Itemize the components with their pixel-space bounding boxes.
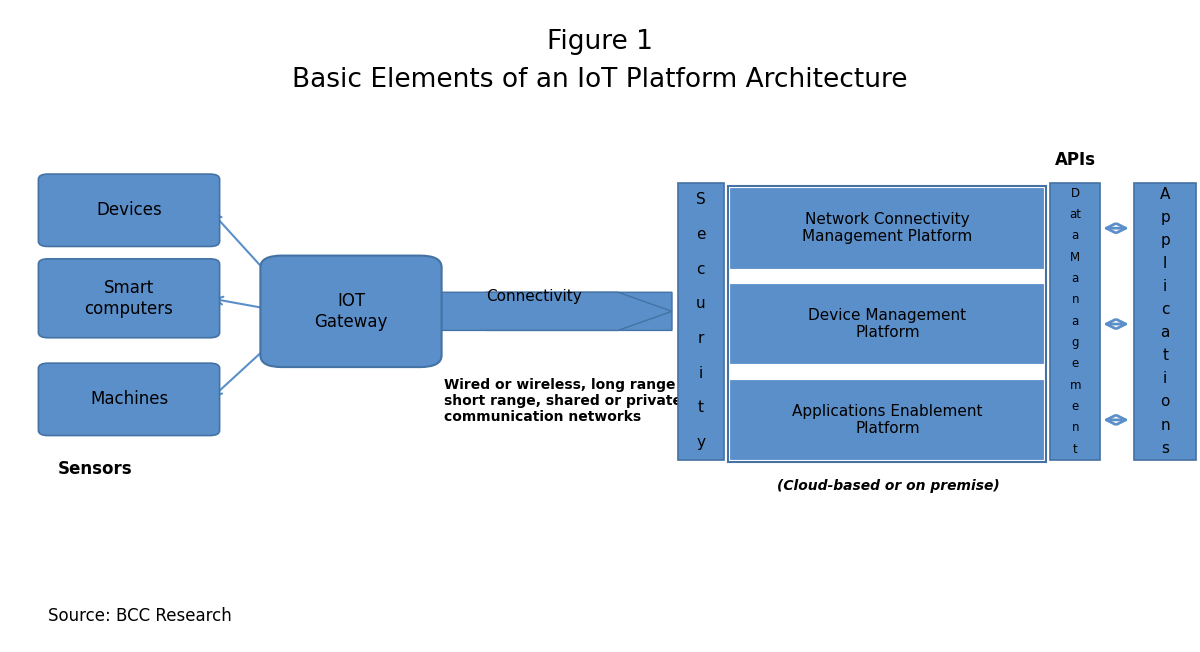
Text: APIs: APIs [1055, 151, 1096, 169]
Text: IOT
Gateway: IOT Gateway [314, 292, 388, 331]
Text: Network Connectivity
Management Platform: Network Connectivity Management Platform [803, 212, 972, 244]
Text: n: n [1160, 417, 1170, 432]
FancyBboxPatch shape [38, 363, 220, 436]
Text: Connectivity: Connectivity [486, 289, 582, 304]
Text: n: n [1072, 421, 1079, 434]
Text: Sensors: Sensors [58, 460, 132, 479]
Text: u: u [696, 296, 706, 311]
Text: at: at [1069, 208, 1081, 221]
Text: e: e [1072, 357, 1079, 370]
Polygon shape [432, 292, 672, 331]
Bar [728, 186, 1046, 271]
Text: D: D [1070, 186, 1080, 200]
Bar [728, 282, 1046, 366]
Text: Figure 1: Figure 1 [547, 29, 653, 55]
Text: m: m [1069, 379, 1081, 392]
FancyBboxPatch shape [38, 174, 220, 246]
Text: A: A [1160, 186, 1170, 201]
Text: c: c [1160, 302, 1170, 317]
Text: c: c [696, 261, 706, 276]
Text: t: t [1073, 443, 1078, 456]
Text: s: s [1162, 441, 1169, 456]
Text: S: S [696, 192, 706, 207]
Text: Wired or wireless, long range or
short range, shared or private
communication ne: Wired or wireless, long range or short r… [444, 378, 697, 424]
Polygon shape [432, 292, 672, 331]
Text: Devices: Devices [96, 201, 162, 219]
Text: a: a [1072, 230, 1079, 243]
Bar [1050, 183, 1100, 460]
Text: M: M [1070, 250, 1080, 263]
Text: e: e [696, 227, 706, 242]
Text: Smart
computers: Smart computers [84, 279, 174, 318]
Text: i: i [698, 366, 703, 381]
Bar [728, 378, 1046, 462]
Text: (Cloud-based or on premise): (Cloud-based or on premise) [776, 479, 1000, 493]
Text: i: i [1163, 279, 1168, 294]
Text: Basic Elements of an IoT Platform Architecture: Basic Elements of an IoT Platform Archit… [293, 67, 907, 93]
FancyBboxPatch shape [38, 259, 220, 338]
Text: Device Management
Platform: Device Management Platform [809, 308, 966, 340]
Bar [1134, 183, 1196, 460]
Text: e: e [1072, 400, 1079, 413]
Text: l: l [1163, 256, 1168, 271]
Text: n: n [1072, 293, 1079, 306]
Text: a: a [1072, 272, 1079, 285]
Text: a: a [1160, 325, 1170, 340]
Text: i: i [1163, 372, 1168, 387]
Text: t: t [1163, 348, 1169, 363]
Text: Source: BCC Research: Source: BCC Research [48, 607, 232, 625]
Text: Applications Enablement
Platform: Applications Enablement Platform [792, 404, 983, 436]
Text: r: r [697, 331, 704, 346]
Text: p: p [1160, 210, 1170, 225]
Bar [728, 186, 1046, 462]
Text: g: g [1072, 336, 1079, 349]
Text: y: y [696, 435, 706, 450]
Text: p: p [1160, 233, 1170, 248]
Text: Machines: Machines [90, 391, 168, 408]
Text: a: a [1072, 315, 1079, 327]
Text: t: t [698, 400, 703, 415]
Text: o: o [1160, 394, 1170, 409]
FancyBboxPatch shape [260, 256, 442, 367]
Bar [678, 183, 724, 460]
